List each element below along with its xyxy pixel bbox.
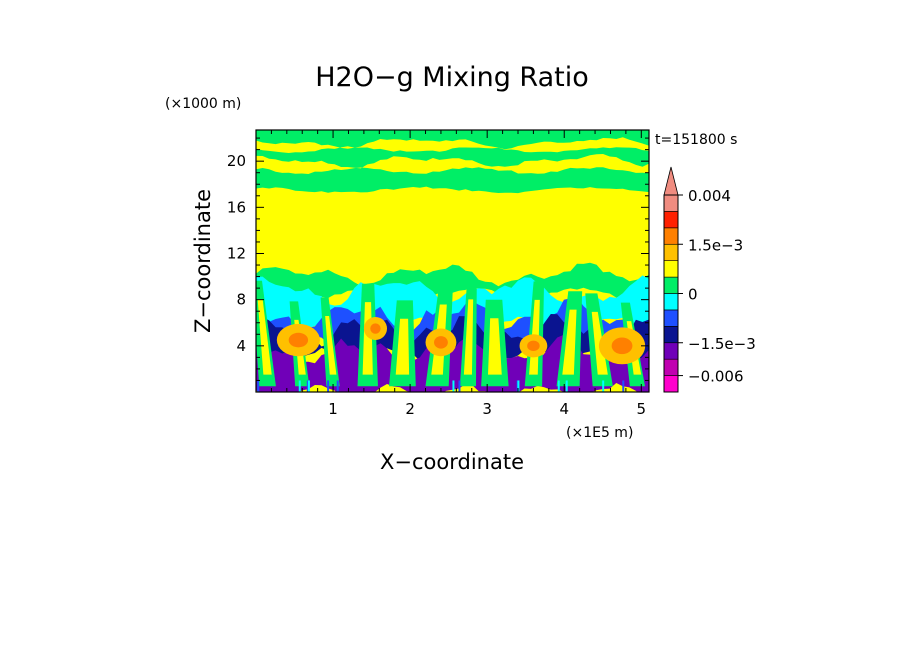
- y-axis-label: Z−coordinate: [191, 189, 215, 333]
- surface-speck-9: [327, 380, 330, 392]
- x-tick-label-3: 4: [559, 400, 569, 418]
- colorbar-label-0: 0.004: [688, 187, 731, 205]
- plume-core-2: [325, 315, 337, 375]
- hot-blob-0: [288, 332, 309, 348]
- x-tick-label-4: 5: [637, 400, 647, 418]
- surface-speck-13: [257, 380, 260, 392]
- surface-speck-11: [622, 380, 625, 392]
- surface-speck-0: [602, 380, 605, 392]
- y-tick-label-0: 4: [236, 337, 246, 355]
- time-label: t=151800 s: [655, 132, 737, 148]
- chart-title: H2O−g Mixing Ratio: [315, 62, 589, 93]
- x-unit-label: (×1E5 m): [566, 425, 633, 441]
- y-tick-label-1: 8: [236, 291, 246, 309]
- heatmap-field: [256, 130, 649, 392]
- colorbar: 0.004 1.5e−3 0 −1.5e−3 −0.006: [663, 166, 756, 393]
- mid-green-layer: [256, 262, 649, 300]
- colorbar-swatch-1: [663, 358, 679, 376]
- colorbar-label-2: 0: [688, 286, 698, 304]
- colorbar-swatch-7: [663, 260, 679, 278]
- x-axis-label: X−coordinate: [380, 450, 524, 474]
- surface-speck-4: [557, 380, 560, 392]
- surface-speck-3: [336, 380, 339, 392]
- colorbar-swatch-4: [663, 309, 679, 327]
- high-green-layer: [256, 130, 649, 194]
- colorbar-swatch-9: [663, 227, 679, 245]
- colorbar-swatch-11: [663, 194, 679, 212]
- surface-speck-7: [458, 380, 461, 392]
- high-yellow-strip-upper: [256, 137, 649, 153]
- colorbar-swatch-3: [663, 326, 679, 344]
- plot-frame: [255, 129, 650, 393]
- surface-purple-layer: [256, 334, 649, 392]
- surface-speck-8: [307, 380, 310, 392]
- x-tick-label-0: 1: [328, 400, 338, 418]
- colorbar-label-3: −1.5e−3: [688, 335, 756, 353]
- y-tick-label-3: 16: [227, 198, 246, 216]
- x-tick-label-2: 3: [482, 400, 492, 418]
- colorbar-swatch-2: [663, 342, 679, 360]
- colorbar-swatch-0: [663, 375, 679, 393]
- surface-speck-1: [306, 380, 309, 392]
- colorbar-swatch-6: [663, 276, 679, 294]
- colorbar-swatch-5: [663, 293, 679, 311]
- surface-speck-2: [298, 380, 301, 392]
- y-tick-label-4: 20: [227, 152, 246, 170]
- plume-core-9: [562, 309, 577, 375]
- surface-speck-10: [565, 380, 568, 392]
- colorbar-label-4: −0.006: [688, 368, 744, 386]
- colorbar-swatch-10: [663, 211, 679, 229]
- x-axis: 1 2 3 4 5: [270, 130, 647, 418]
- plume-core-6: [463, 299, 474, 375]
- hot-blob-2: [527, 340, 540, 352]
- y-axis: 4 8 12 16 20: [227, 137, 649, 381]
- plume-core-4: [395, 318, 410, 375]
- colorbar-label-1: 1.5e−3: [688, 236, 743, 254]
- y-tick-label-2: 12: [227, 244, 246, 262]
- surface-speck-6: [452, 380, 455, 392]
- plume-core-7: [488, 318, 502, 375]
- hot-blob-4: [370, 323, 381, 334]
- plume-core-0: [257, 299, 272, 375]
- colorbar-swatch-8: [663, 243, 679, 261]
- hot-blob-3: [611, 337, 633, 355]
- high-yellow-strip: [256, 154, 649, 174]
- y-unit-label: (×1000 m): [165, 96, 241, 112]
- colorbar-extend-arrow: [663, 166, 679, 196]
- x-tick-label-1: 2: [405, 400, 415, 418]
- hot-blob-1: [434, 336, 448, 349]
- surface-speck-12: [517, 380, 520, 392]
